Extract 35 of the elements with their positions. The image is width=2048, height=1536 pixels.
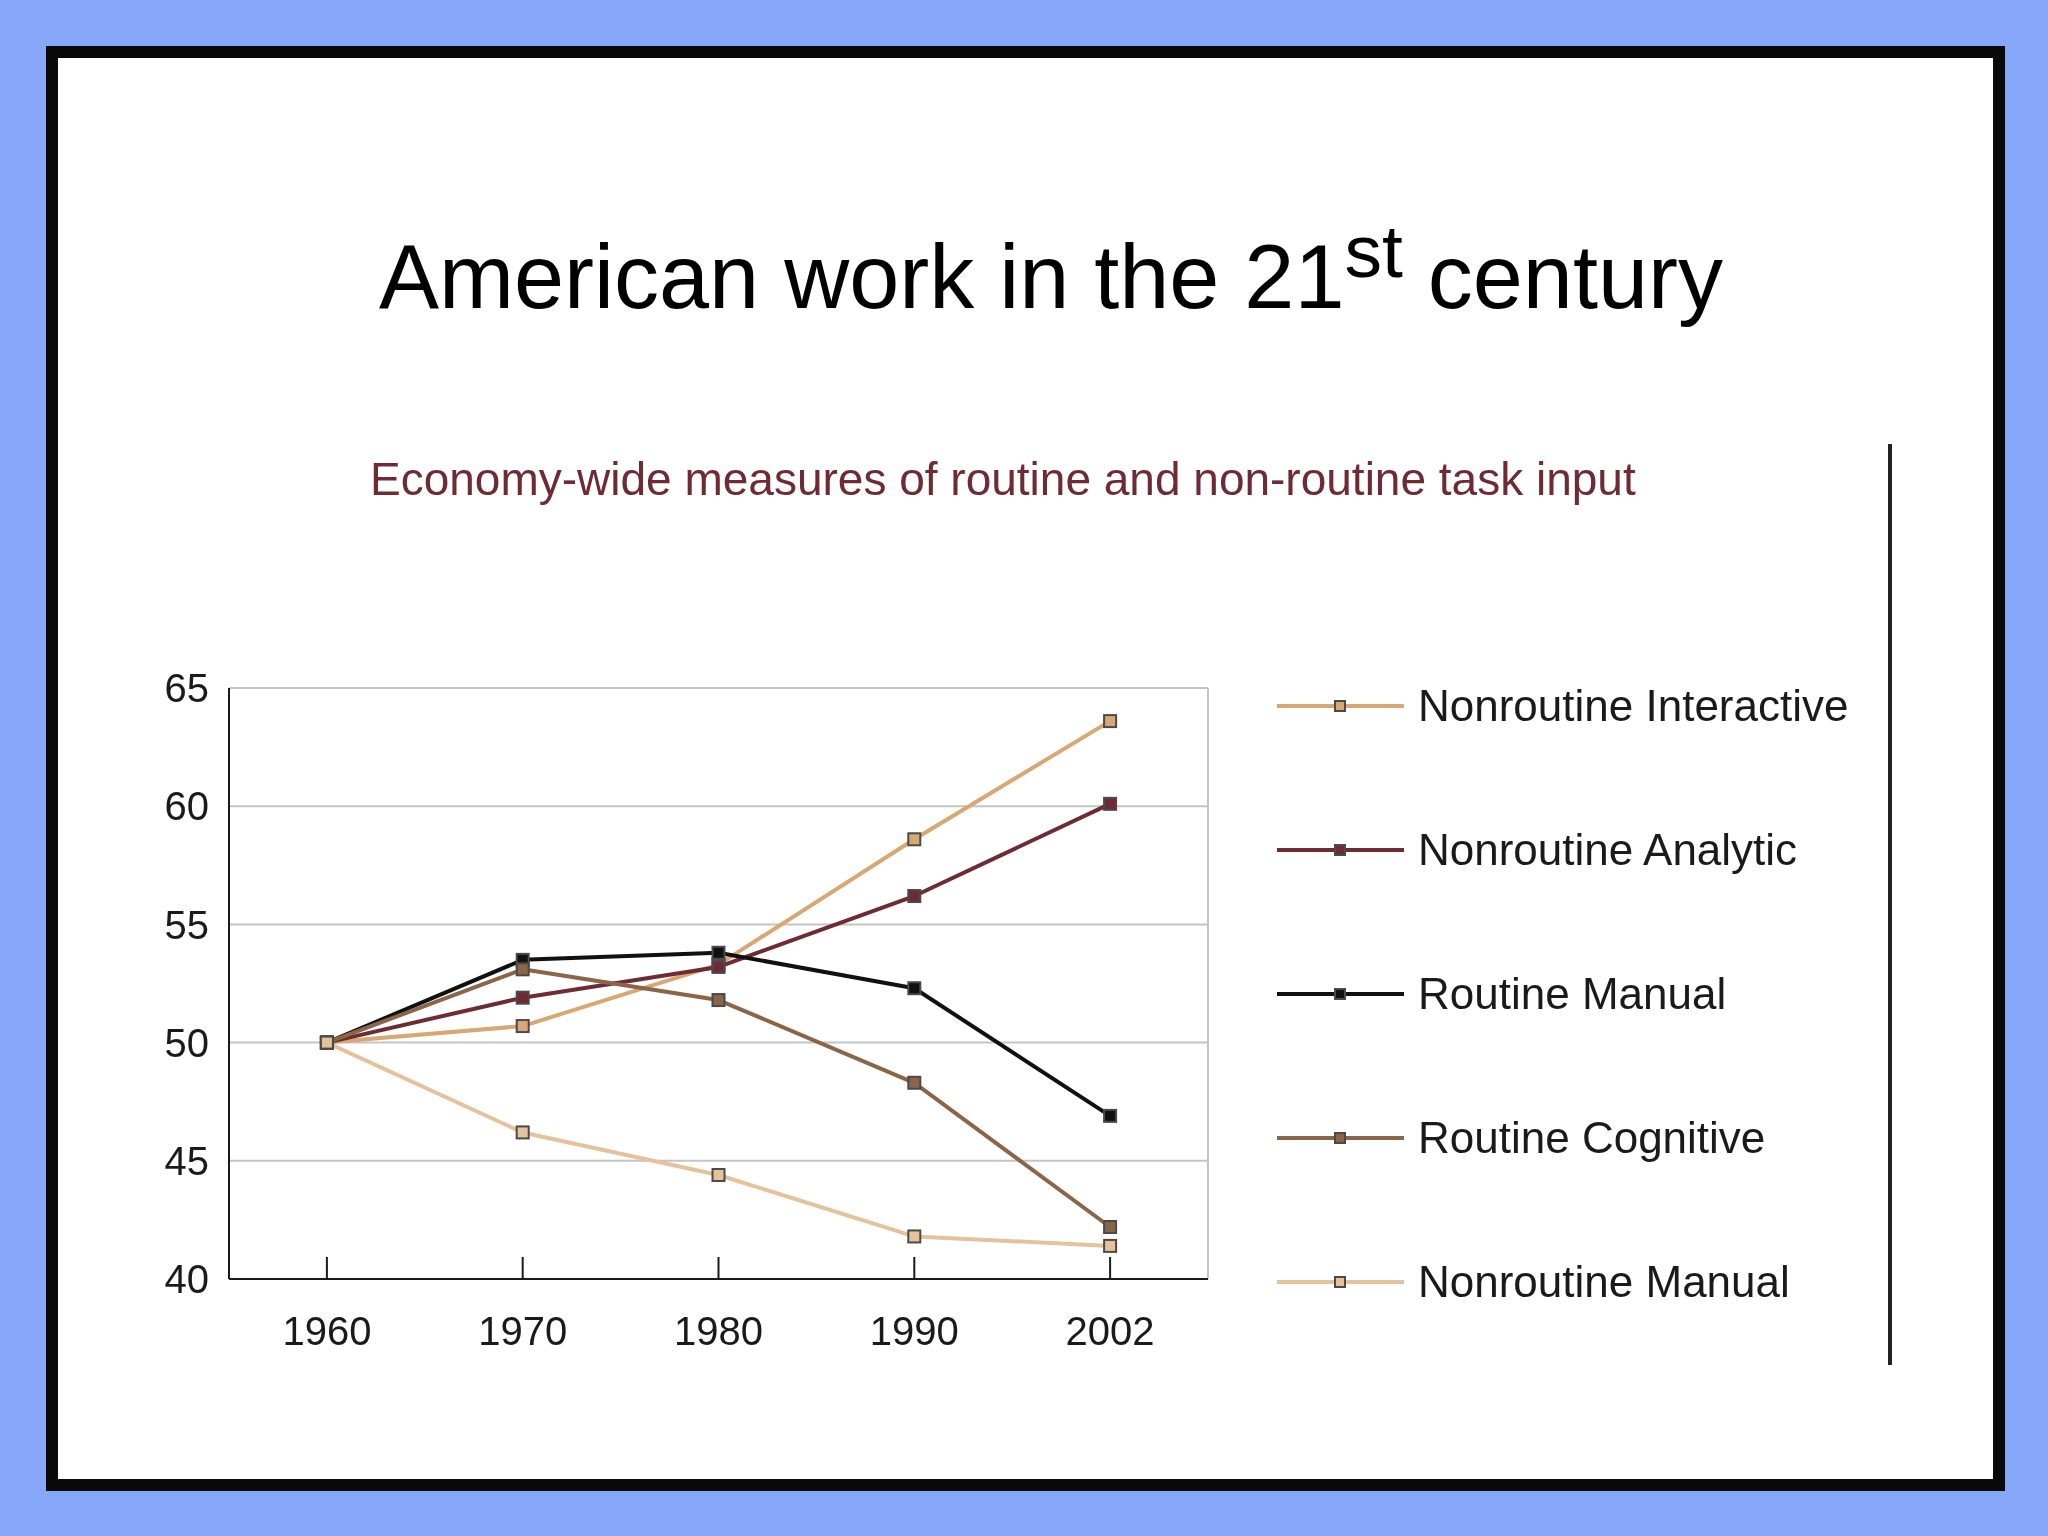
point [1103, 714, 1118, 729]
legend-label: Routine Cognitive [1418, 1113, 1766, 1162]
point [711, 993, 726, 1008]
y-tick-label: 65 [164, 666, 209, 711]
y-tick-label: 55 [164, 902, 209, 947]
legend-label: Nonroutine Manual [1418, 1257, 1790, 1306]
legend-label: Routine Manual [1418, 969, 1727, 1018]
point [907, 981, 922, 996]
point [907, 1229, 922, 1244]
x-tick-label: 2002 [1065, 1309, 1155, 1353]
y-tick-label: 45 [164, 1139, 209, 1183]
y-tick-label: 60 [164, 784, 209, 829]
point [907, 832, 922, 847]
x-tick-label: 1960 [282, 1309, 372, 1353]
x-tick-label: 1990 [869, 1309, 959, 1353]
x-tick-label: 1980 [674, 1309, 763, 1353]
point [515, 962, 530, 977]
point [515, 1019, 530, 1034]
point [515, 990, 530, 1005]
point [1103, 1219, 1118, 1234]
point [711, 945, 726, 960]
legend-label: Nonroutine Interactive [1418, 681, 1849, 730]
y-tick-label: 40 [164, 1257, 209, 1302]
x-tick-label: 1970 [478, 1309, 568, 1353]
point [907, 1075, 922, 1090]
point [907, 889, 922, 904]
chart-title: American work in the 21$^{st}$ century [379, 209, 1723, 327]
point [515, 1125, 530, 1140]
point [1103, 1108, 1118, 1123]
chart-subtitle: Economy-wide measures of routine and non-routine task input [370, 453, 1636, 505]
y-tick-label: 50 [164, 1020, 209, 1065]
legend-label: Nonroutine Analytic [1418, 825, 1798, 874]
point [1103, 1238, 1118, 1253]
point [1103, 796, 1118, 811]
point [711, 1167, 726, 1182]
